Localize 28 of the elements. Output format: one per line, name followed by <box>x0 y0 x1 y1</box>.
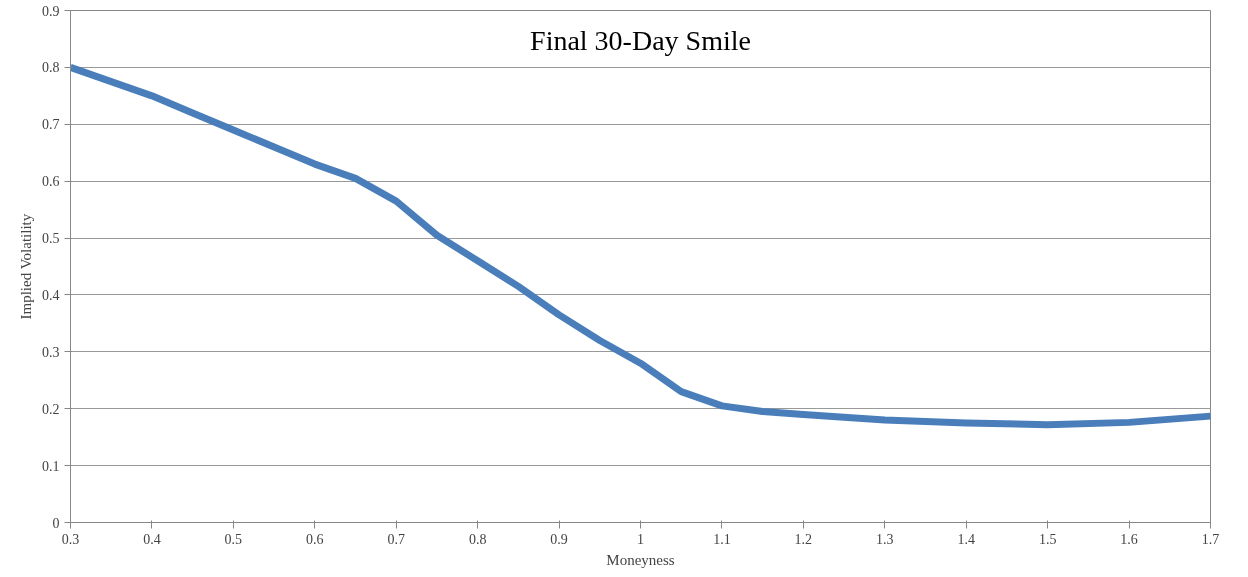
x-tick-label: 0.7 <box>387 531 405 547</box>
y-tick-label: 0.5 <box>42 231 60 247</box>
x-tick-label: 1.4 <box>957 531 975 547</box>
y-tick-label: 0.1 <box>42 458 60 474</box>
x-tick-label: 1.2 <box>794 531 813 547</box>
x-tick-label: 0.4 <box>143 531 161 547</box>
x-tick-label: 0.5 <box>224 531 243 547</box>
text: Final 30-Day Smile <box>530 24 751 56</box>
x-tick-label: 1.7 <box>1201 531 1220 547</box>
y-tick-label: 0.4 <box>42 287 60 303</box>
x-tick-label: 0.9 <box>550 531 568 547</box>
y-tick-label: 0.3 <box>42 344 60 360</box>
y-tick-label: 0.9 <box>42 3 60 19</box>
y-tick-label: 0.7 <box>42 117 60 133</box>
y-tick-label: 0.2 <box>42 401 60 417</box>
x-tick-label: 0.8 <box>468 531 487 547</box>
x-tick-label: 1.1 <box>713 531 731 547</box>
y-tick-label: 0 <box>52 515 60 531</box>
y-tick-label: 0.8 <box>42 60 60 76</box>
y-axis-title: Implied Volatility <box>18 213 34 320</box>
x-tick-label: 1.3 <box>876 531 894 547</box>
x-tick-label: 1.5 <box>1038 531 1057 547</box>
x-axis-title: Moneyness <box>606 551 675 568</box>
x-tick-label: 1.6 <box>1120 531 1138 547</box>
y-tick-label: 0.6 <box>42 174 60 190</box>
x-tick-label: 0.3 <box>61 531 80 547</box>
x-tick-label: 1 <box>637 531 644 547</box>
x-tick-label: 0.6 <box>306 531 324 547</box>
